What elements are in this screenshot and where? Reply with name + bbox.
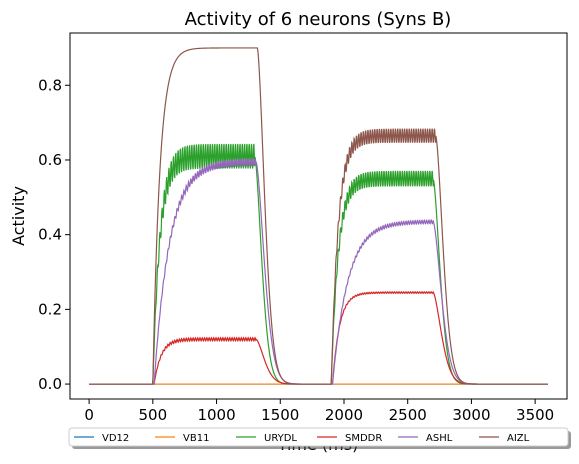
y-axis-label: Activity bbox=[9, 186, 28, 246]
y-axis: 0.0 0.2 0.4 0.6 0.8 bbox=[38, 76, 70, 393]
legend: VD12 VB11 URYDL SMDDR ASHL AIZL bbox=[68, 427, 571, 449]
x-axis: 0 500 1000 1500 2000 2500 3000 3500 bbox=[84, 399, 554, 424]
legend-label: SMDDR bbox=[345, 433, 382, 444]
legend-label: ASHL bbox=[426, 433, 453, 444]
plot-lines bbox=[89, 47, 548, 385]
series-line-ashl bbox=[89, 158, 548, 385]
series-line-urydl bbox=[89, 143, 548, 385]
legend-label: VB11 bbox=[183, 433, 209, 444]
x-tick-label: 2000 bbox=[325, 406, 363, 424]
x-tick-label: 0 bbox=[84, 406, 94, 424]
x-tick-label: 3000 bbox=[452, 406, 490, 424]
series-line-aizl bbox=[89, 47, 548, 385]
y-tick-label: 0.0 bbox=[38, 375, 62, 393]
legend-label: AIZL bbox=[507, 433, 530, 444]
y-tick-label: 0.8 bbox=[38, 76, 62, 94]
x-tick-label: 3500 bbox=[516, 406, 554, 424]
legend-items: VD12 VB11 URYDL SMDDR ASHL AIZL bbox=[74, 433, 530, 444]
x-tick-label: 500 bbox=[139, 406, 168, 424]
x-tick-label: 1000 bbox=[197, 406, 235, 424]
x-tick-label: 2500 bbox=[389, 406, 427, 424]
x-tick-label: 1500 bbox=[261, 406, 299, 424]
y-tick-label: 0.4 bbox=[38, 226, 62, 244]
legend-label: URYDL bbox=[264, 433, 297, 444]
legend-label: VD12 bbox=[102, 433, 129, 444]
chart-title: Activity of 6 neurons (Syns B) bbox=[185, 9, 452, 30]
plot-frame bbox=[69, 32, 568, 400]
y-tick-label: 0.2 bbox=[38, 300, 62, 318]
y-tick-label: 0.6 bbox=[38, 151, 62, 169]
